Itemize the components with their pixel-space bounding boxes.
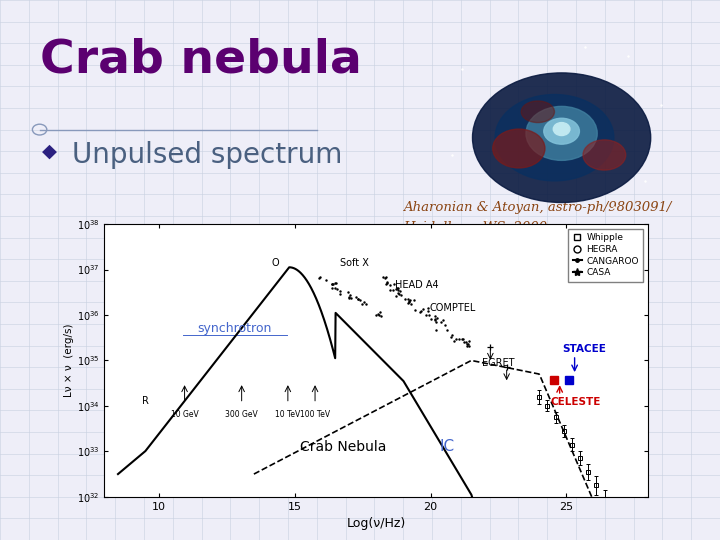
Ellipse shape	[544, 118, 580, 144]
X-axis label: Log(ν/Hz): Log(ν/Hz)	[346, 517, 406, 530]
Text: Crab nebula: Crab nebula	[40, 38, 361, 83]
Ellipse shape	[553, 123, 570, 136]
Ellipse shape	[472, 73, 651, 202]
Text: Crab Nebula: Crab Nebula	[300, 440, 387, 454]
Ellipse shape	[492, 129, 545, 168]
Legend: Whipple, HEGRA, CANGAROO, CASA: Whipple, HEGRA, CANGAROO, CASA	[568, 228, 644, 282]
Text: ◆: ◆	[42, 141, 57, 160]
Ellipse shape	[526, 106, 598, 160]
Text: O: O	[272, 258, 279, 268]
Text: HEAD A4: HEAD A4	[395, 280, 438, 291]
Text: 10 GeV: 10 GeV	[171, 410, 199, 420]
Text: COMPTEL: COMPTEL	[429, 303, 475, 313]
Text: Crab Nebula: Crab Nebula	[448, 237, 487, 241]
Ellipse shape	[495, 94, 614, 181]
Text: R: R	[142, 396, 148, 407]
Text: Soft X: Soft X	[340, 258, 369, 268]
Text: EGRET: EGRET	[482, 357, 515, 368]
Text: Aharonian & Atoyan, astro-ph/9803091/: Aharonian & Atoyan, astro-ph/9803091/	[403, 201, 672, 214]
Text: CELESTE: CELESTE	[550, 397, 600, 407]
Text: Heidelberg WS, 2000: Heidelberg WS, 2000	[403, 221, 547, 234]
Ellipse shape	[583, 140, 626, 170]
Text: synchrotron: synchrotron	[198, 322, 272, 335]
Text: © Malin/Pasachoff/Talbot: © Malin/Pasachoff/Talbot	[514, 237, 575, 241]
Text: 10 TeV: 10 TeV	[275, 410, 300, 420]
Text: 100 TeV: 100 TeV	[300, 410, 330, 420]
Text: IC: IC	[439, 440, 454, 454]
Ellipse shape	[521, 101, 554, 123]
Y-axis label: Lν × ν  (erg/s): Lν × ν (erg/s)	[64, 323, 74, 397]
Text: Unpulsed spectrum: Unpulsed spectrum	[72, 141, 343, 170]
Text: STACEE: STACEE	[562, 344, 606, 354]
Text: 300 GeV: 300 GeV	[225, 410, 258, 420]
